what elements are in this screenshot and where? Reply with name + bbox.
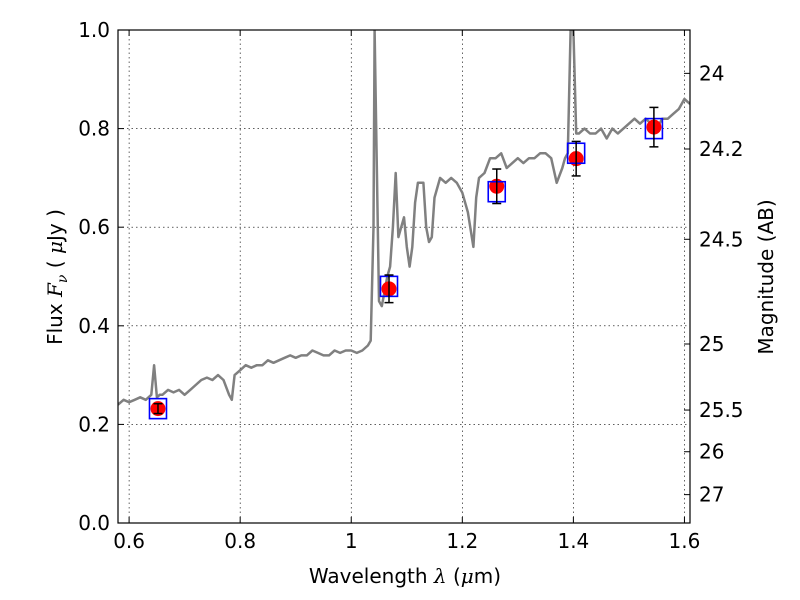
x-axis-title: Wavelength λ (μm) [309, 564, 501, 588]
spectrum-layer [118, 30, 690, 406]
y-tick-label-4: 0.8 [78, 117, 110, 141]
y-tick-label-5: 1.0 [78, 18, 110, 42]
tick-labels: 0.6 0.8 1 1.2 1.4 1.6 0.0 0.2 0.4 0.6 0.8 1.0 24 24.2… [78, 18, 743, 553]
y2-tick-label-2: 24.5 [699, 227, 744, 251]
y-tick-label-0: 0.0 [78, 511, 110, 535]
y2-tick-label-3: 25 [699, 332, 724, 356]
y-axis-title: Flux Fν ( μJy ) [43, 209, 71, 345]
y-tick-label-2: 0.4 [78, 314, 110, 338]
spectrum-line [118, 30, 690, 406]
y-tick-label-1: 0.2 [78, 412, 110, 436]
y-tick-label-3: 0.6 [78, 215, 110, 239]
grid-lines [118, 29, 690, 524]
x-tick-label-4: 1.4 [557, 529, 589, 553]
x-tick-label-3: 1.2 [446, 529, 478, 553]
y2-axis-title: Magnitude (AB) [754, 199, 778, 354]
x-tick-label-1: 0.8 [224, 529, 256, 553]
plot-frame [117, 29, 691, 524]
x-tick-label-2: 1 [345, 529, 358, 553]
model-box-0 [148, 397, 168, 420]
y2-tick-label-6: 27 [699, 483, 724, 507]
y2-tick-label-4: 25.5 [699, 398, 744, 422]
y2-tick-label-5: 26 [699, 440, 724, 464]
photometry-layer [148, 106, 664, 420]
x-tick-label-0: 0.6 [113, 529, 145, 553]
y2-tick-label-0: 24 [699, 61, 724, 85]
x-tick-label-5: 1.6 [669, 529, 701, 553]
y2-tick-label-1: 24.2 [699, 137, 744, 161]
tick-marks [118, 29, 690, 524]
